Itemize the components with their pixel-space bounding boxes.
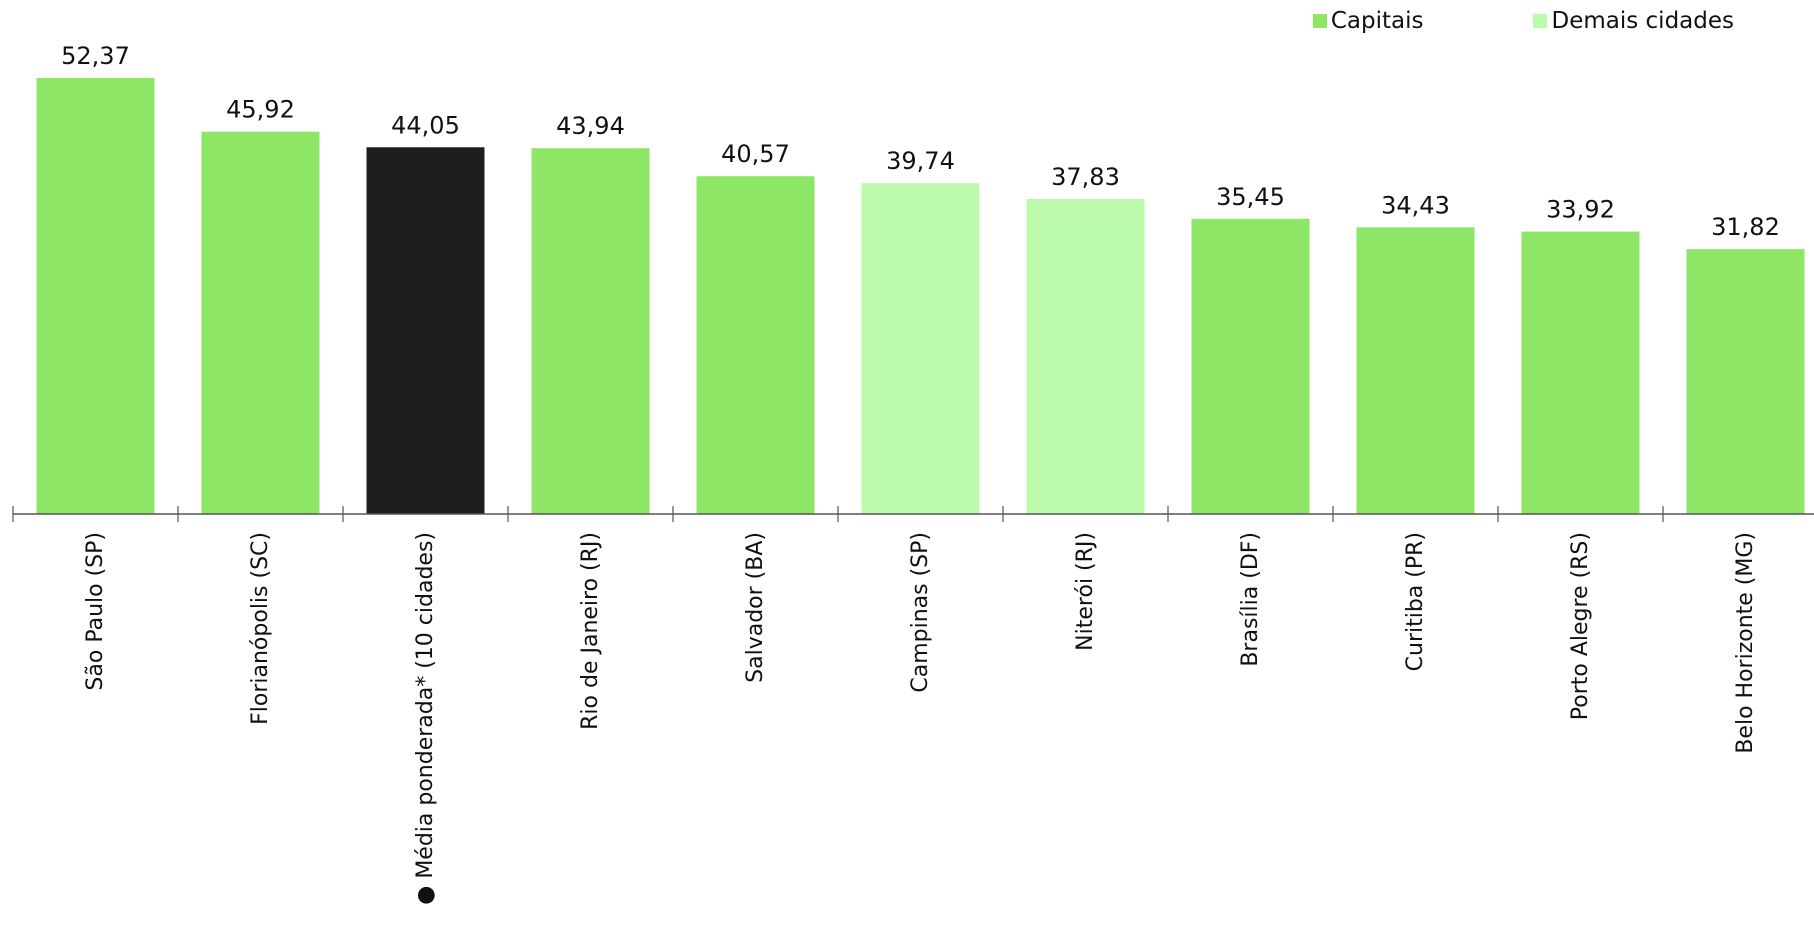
bar-porto-alegre-rs: [1521, 231, 1640, 514]
category-label-campinas-sp: Campinas (SP): [908, 532, 933, 693]
bar-florianopolis-sc: [201, 131, 320, 515]
bar-media-ponderada-10-cidades: [366, 147, 485, 514]
value-label-florianopolis-sc: 45,92: [226, 96, 295, 124]
category-label-porto-alegre-rs: Porto Alegre (RS): [1568, 532, 1593, 720]
value-label-rio-de-janeiro-rj: 43,94: [556, 112, 625, 140]
category-label-belo-horizonte-mg: Belo Horizonte (MG): [1733, 532, 1758, 754]
legend-item-demais-cidades: Demais cidades: [1533, 8, 1734, 34]
legend-swatch-capitais: [1312, 14, 1327, 28]
bar-sao-paulo-sp: [36, 78, 155, 514]
value-label-sao-paulo-sp: 52,37: [61, 42, 130, 70]
category-label-salvador-ba: Salvador (BA): [743, 532, 768, 683]
value-label-curitiba-pr: 34,43: [1381, 191, 1450, 219]
category-label-sao-paulo-sp: São Paulo (SP): [83, 532, 108, 691]
bar-curitiba-pr: [1356, 227, 1475, 514]
category-label-florianopolis-sc: Florianópolis (SC): [248, 532, 273, 725]
legend: Capitais Demais cidades: [1312, 8, 1734, 34]
legend-label-capitais: Capitais: [1330, 8, 1424, 34]
value-label-salvador-ba: 40,57: [721, 140, 790, 168]
legend-label-demais-cidades: Demais cidades: [1551, 8, 1734, 34]
bar-niteroi-rj: [1026, 199, 1145, 515]
category-label-niteroi-rj: Niterói (RJ): [1073, 532, 1098, 651]
category-label-curitiba-pr: Curitiba (PR): [1403, 532, 1428, 671]
value-label-media-ponderada-10-cidades: 44,05: [391, 111, 460, 139]
value-label-campinas-sp: 39,74: [886, 147, 955, 175]
legend-item-capitais: Capitais: [1312, 8, 1424, 34]
bar-salvador-ba: [696, 176, 815, 515]
category-label-brasilia-df: Brasília (DF): [1238, 532, 1263, 667]
bar-belo-horizonte-mg: [1686, 249, 1805, 515]
bar-campinas-sp: [861, 183, 980, 514]
value-label-porto-alegre-rs: 33,92: [1546, 196, 1615, 224]
category-label-media-ponderada-10-cidades: ● Média ponderada* (10 cidades): [413, 532, 438, 905]
bar-brasilia-df: [1191, 218, 1310, 514]
category-label-rio-de-janeiro-rj: Rio de Janeiro (RJ): [578, 532, 603, 730]
value-label-niteroi-rj: 37,83: [1051, 163, 1120, 191]
value-label-belo-horizonte-mg: 31,82: [1711, 213, 1780, 241]
bar-rio-de-janeiro-rj: [531, 148, 650, 514]
value-label-brasilia-df: 35,45: [1216, 183, 1285, 211]
legend-swatch-demais-cidades: [1533, 14, 1548, 28]
